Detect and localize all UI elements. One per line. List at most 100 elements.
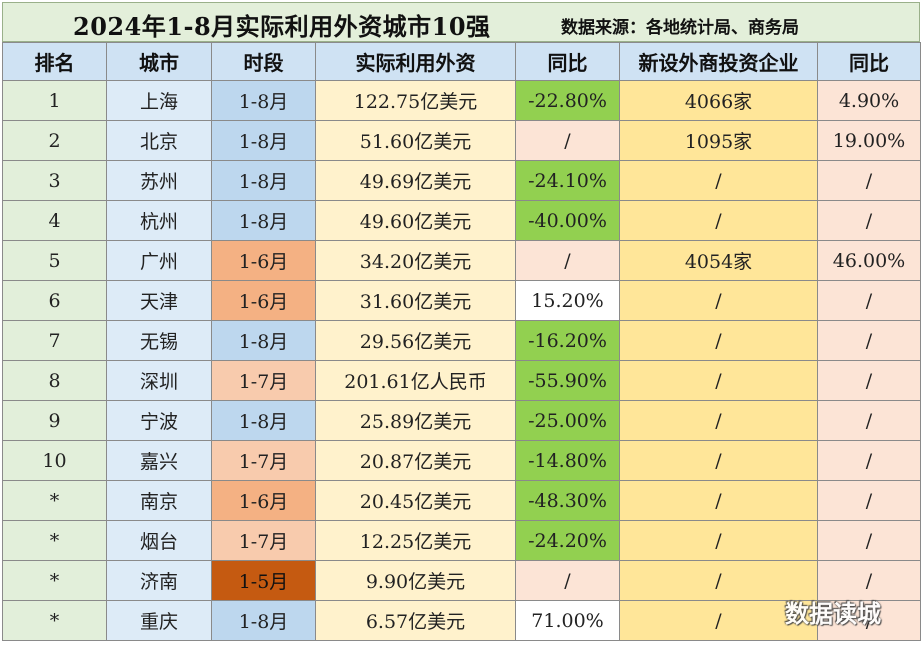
new-companies-cell: / [619, 200, 818, 241]
city-cell: 天津 [106, 280, 212, 321]
fdi-cell: 20.45亿美元 [315, 480, 516, 521]
fdi-cell: 49.60亿美元 [315, 200, 516, 241]
rank-cell: 6 [2, 280, 107, 321]
rank-cell: * [2, 560, 107, 601]
new-companies-cell: / [619, 600, 818, 641]
header-fdi: 实际利用外资 [315, 42, 516, 81]
yoy-cell: -25.00% [515, 400, 620, 441]
new-companies-yoy-cell: 19.00% [817, 120, 921, 161]
yoy-cell: -48.30% [515, 480, 620, 521]
period-cell: 1-6月 [211, 240, 316, 281]
period-cell: 1-7月 [211, 360, 316, 401]
new-companies-cell: / [619, 440, 818, 481]
new-companies-yoy-cell: / [817, 480, 921, 521]
table-row: 2 北京 1-8月 51.60亿美元/1095家 19.00% [2, 120, 921, 161]
new-companies-cell: / [619, 320, 818, 361]
fdi-cell: 31.60亿美元 [315, 280, 516, 321]
city-cell: 广州 [106, 240, 212, 281]
data-source-note: 数据来源：各地统计局、商务局 [561, 18, 799, 38]
table-row: 4 杭州 1-8月 49.60亿美元 -40.00% / / [2, 200, 921, 241]
city-cell: 嘉兴 [106, 440, 212, 481]
new-companies-yoy-cell: / [817, 280, 921, 321]
period-cell: 1-5月 [211, 560, 316, 601]
watermark: 数据读城 [785, 600, 881, 628]
period-cell: 1-8月 [211, 320, 316, 361]
new-companies-cell: / [619, 560, 818, 601]
table-row: 8 深圳 1-7月 201.61亿人民币 -55.90% / / [2, 360, 921, 401]
fdi-cell: 12.25亿美元 [315, 520, 516, 561]
new-companies-yoy-cell: / [817, 360, 921, 401]
fdi-cell: 51.60亿美元 [315, 120, 516, 161]
period-cell: 1-7月 [211, 440, 316, 481]
header-yoy: 同比 [515, 42, 620, 81]
city-cell: 济南 [106, 560, 212, 601]
rank-cell: 3 [2, 160, 107, 201]
rank-cell: 10 [2, 440, 107, 481]
yoy-cell: / [515, 120, 620, 161]
period-cell: 1-8月 [211, 600, 316, 641]
table-row: * 重庆 1-8月 6.57亿美元 71.00% / / [2, 600, 921, 641]
yoy-cell: / [515, 560, 620, 601]
yoy-cell: -40.00% [515, 200, 620, 241]
new-companies-cell: / [619, 280, 818, 321]
city-cell: 上海 [106, 80, 212, 121]
yoy-cell: / [515, 240, 620, 281]
table-row: * 济南 1-5月 9.90亿美元 / / / [2, 560, 921, 601]
period-cell: 1-6月 [211, 280, 316, 321]
new-companies-cell: / [619, 480, 818, 521]
new-companies-cell: / [619, 360, 818, 401]
table-row: 9 宁波 1-8月 25.89亿美元 -25.00% / / [2, 400, 921, 441]
title-bar: 2024年1-8月实际利用外资城市10强 数据来源：各地统计局、商务局 [2, 2, 920, 42]
yoy-cell: -22.80% [515, 80, 620, 121]
header-row: 排名 城市 时段 实际利用外资 同比 新设外商投资企业 同比 [2, 42, 921, 81]
new-companies-yoy-cell: / [817, 160, 921, 201]
rank-cell: * [2, 520, 107, 561]
yoy-cell: 15.20% [515, 280, 620, 321]
period-cell: 1-8月 [211, 400, 316, 441]
city-cell: 无锡 [106, 320, 212, 361]
new-companies-cell: 1095家 [619, 120, 818, 161]
new-companies-cell: 4054家 [619, 240, 818, 281]
table-row: 7 无锡 1-8月 29.56亿美元 -16.20% / / [2, 320, 921, 361]
header-new-companies-yoy: 同比 [817, 42, 921, 81]
city-cell: 重庆 [106, 600, 212, 641]
new-companies-yoy-cell: 46.00% [817, 240, 921, 281]
fdi-cell: 20.87亿美元 [315, 440, 516, 481]
period-cell: 1-8月 [211, 80, 316, 121]
rank-cell: 9 [2, 400, 107, 441]
city-cell: 宁波 [106, 400, 212, 441]
fdi-cell: 201.61亿人民币 [315, 360, 516, 401]
table-title: 2024年1-8月实际利用外资城市10强 [73, 12, 491, 41]
rank-cell: 5 [2, 240, 107, 281]
rank-cell: 4 [2, 200, 107, 241]
fdi-ranking-table: 排名 城市 时段 实际利用外资 同比 新设外商投资企业 同比 1 上海 1-8月 12… [2, 42, 921, 641]
new-companies-cell: 4066家 [619, 80, 818, 121]
new-companies-cell: / [619, 520, 818, 561]
city-cell: 苏州 [106, 160, 212, 201]
table-row: * 烟台 1-7月 12.25亿美元 -24.20% / / [2, 520, 921, 561]
new-companies-cell: / [619, 400, 818, 441]
rank-cell: * [2, 600, 107, 641]
rank-cell: 8 [2, 360, 107, 401]
table-row: 5 广州 1-6月 34.20亿美元/4054家 46.00% [2, 240, 921, 281]
period-cell: 1-7月 [211, 520, 316, 561]
city-cell: 北京 [106, 120, 212, 161]
new-companies-yoy-cell: / [817, 560, 921, 601]
yoy-cell: 71.00% [515, 600, 620, 641]
city-cell: 深圳 [106, 360, 212, 401]
new-companies-yoy-cell: / [817, 200, 921, 241]
header-new-companies: 新设外商投资企业 [619, 42, 818, 81]
period-cell: 1-6月 [211, 480, 316, 521]
new-companies-yoy-cell: 4.90% [817, 80, 921, 121]
city-cell: 杭州 [106, 200, 212, 241]
header-period: 时段 [211, 42, 316, 81]
new-companies-yoy-cell: / [817, 440, 921, 481]
table-row: 3 苏州 1-8月 49.69亿美元 -24.10% / / [2, 160, 921, 201]
header-rank: 排名 [2, 42, 107, 81]
fdi-cell: 25.89亿美元 [315, 400, 516, 441]
table-row: 1 上海 1-8月 122.75亿美元 -22.80% 4066家 4.90% [2, 80, 921, 121]
fdi-cell: 29.56亿美元 [315, 320, 516, 361]
fdi-cell: 49.69亿美元 [315, 160, 516, 201]
rank-cell: * [2, 480, 107, 521]
new-companies-yoy-cell: / [817, 320, 921, 361]
